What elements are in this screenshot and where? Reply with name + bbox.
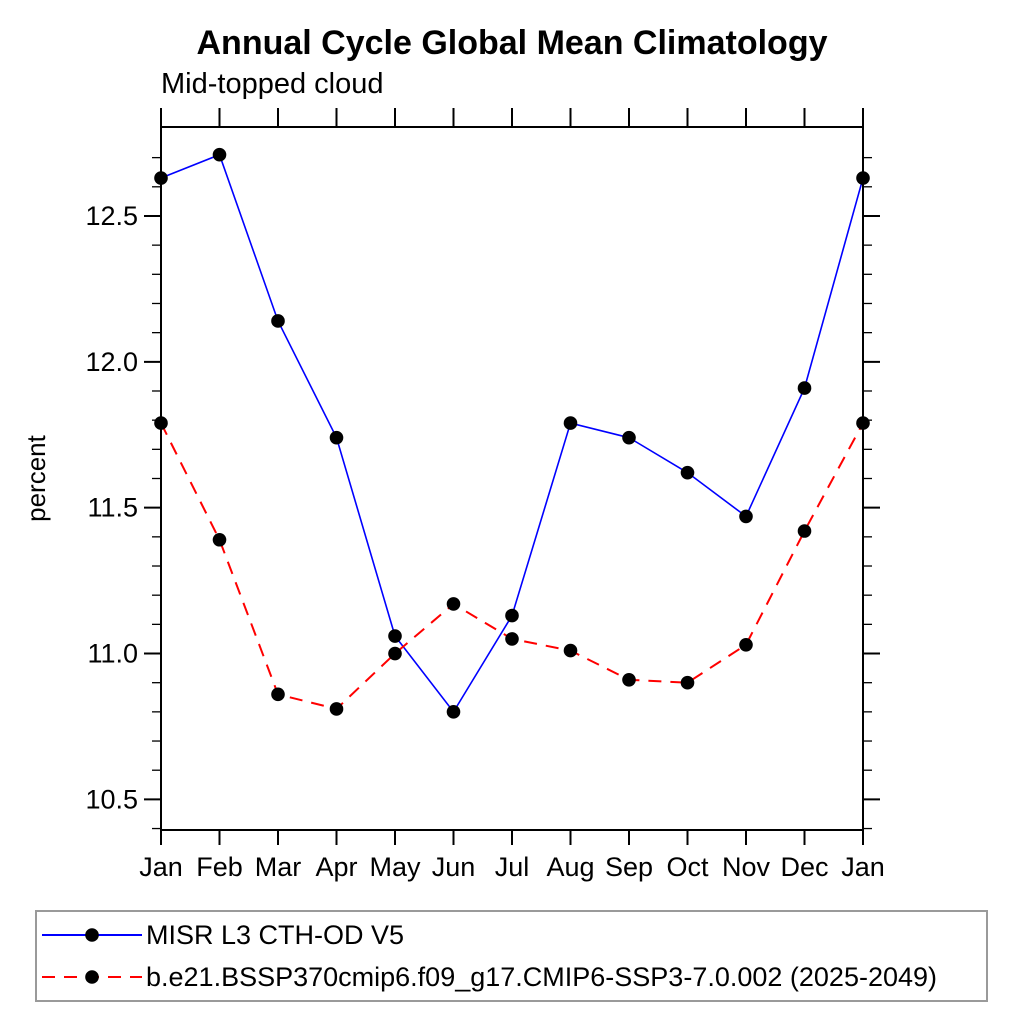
x-tick-label: Nov <box>722 852 771 882</box>
y-tick-label: 11.5 <box>87 493 138 523</box>
data-point-marker <box>680 675 695 690</box>
data-point-marker <box>680 465 695 480</box>
data-point-marker <box>154 416 168 430</box>
x-tick-label: Feb <box>196 852 243 882</box>
series-line-0 <box>160 153 864 714</box>
x-tick-label: May <box>369 852 421 882</box>
x-tick-label: Dec <box>780 852 828 882</box>
x-tick-label: Mar <box>255 852 302 882</box>
x-tick-label: Jan <box>139 852 183 882</box>
y-axis-label: percent <box>21 434 51 521</box>
data-point-marker <box>446 705 461 719</box>
legend-swatch-marker <box>85 928 99 942</box>
legend: MISR L3 CTH-OD V5 b.e21.BSSP370cmip6.f09… <box>35 910 988 1002</box>
data-point-marker <box>797 381 812 395</box>
legend-item-observation: MISR L3 CTH-OD V5 <box>39 915 986 955</box>
x-tick-label: Jan <box>841 852 885 882</box>
y-tick-label: 11.0 <box>87 639 138 669</box>
plot-frame <box>160 126 864 831</box>
x-tick-label: Oct <box>666 852 709 882</box>
x-tick-label: Jun <box>432 852 476 882</box>
x-tick-label: Apr <box>315 852 357 882</box>
data-point-marker <box>856 171 870 185</box>
data-point-marker <box>446 597 461 611</box>
data-point-marker <box>271 314 285 328</box>
data-point-marker <box>212 532 227 547</box>
data-point-marker <box>329 430 344 445</box>
chart-subtitle: Mid-topped cloud <box>161 68 384 100</box>
x-tick-label: Jul <box>495 852 530 882</box>
data-point-marker <box>505 632 519 646</box>
data-point-marker <box>563 416 578 430</box>
data-point-marker <box>388 629 402 643</box>
data-point-marker <box>154 171 168 185</box>
data-point-marker <box>797 524 812 538</box>
data-point-marker <box>622 672 636 687</box>
legend-swatch-marker <box>85 970 99 984</box>
y-tick-label: 12.5 <box>85 201 138 231</box>
data-point-marker <box>739 509 753 524</box>
data-point-marker <box>505 608 519 623</box>
legend-label-model: b.e21.BSSP370cmip6.f09_g17.CMIP6-SSP3-7.… <box>146 961 938 992</box>
legend-item-model: b.e21.BSSP370cmip6.f09_g17.CMIP6-SSP3-7.… <box>39 957 986 997</box>
data-point-marker <box>329 702 344 716</box>
data-point-marker <box>856 416 870 430</box>
x-tick-label: Sep <box>605 852 653 882</box>
x-tick-label: Aug <box>546 852 594 882</box>
data-point-marker <box>388 646 402 661</box>
y-tick-label: 12.0 <box>85 347 138 377</box>
legend-solid-line-icon <box>42 928 142 942</box>
legend-dashed-line-icon <box>42 970 142 984</box>
data-point-marker <box>212 147 227 162</box>
data-point-marker <box>622 430 636 445</box>
data-point-marker <box>739 637 753 652</box>
data-point-marker <box>563 643 578 658</box>
data-point-marker <box>271 687 285 702</box>
legend-label-observation: MISR L3 CTH-OD V5 <box>146 919 405 950</box>
y-tick-label: 10.5 <box>85 784 138 814</box>
series-line-1 <box>160 422 864 711</box>
chart-title: Annual Cycle Global Mean Climatology <box>196 24 828 62</box>
